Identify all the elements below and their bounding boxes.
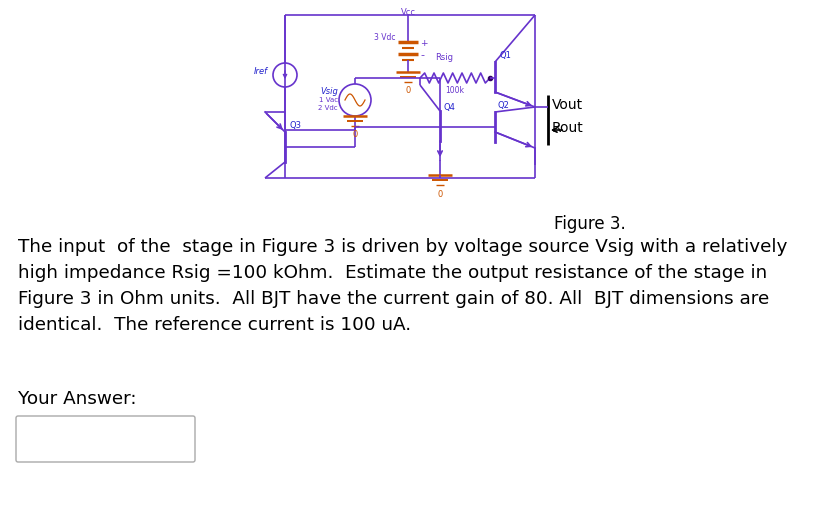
Text: -: - bbox=[420, 50, 424, 60]
Text: 0: 0 bbox=[405, 86, 411, 95]
Text: Q4: Q4 bbox=[443, 103, 455, 112]
Text: 2 Vdc: 2 Vdc bbox=[319, 105, 338, 111]
Text: Vsig: Vsig bbox=[320, 87, 338, 97]
Text: Iref: Iref bbox=[254, 68, 268, 77]
Text: Figure 3.: Figure 3. bbox=[554, 215, 626, 233]
FancyBboxPatch shape bbox=[16, 416, 195, 462]
Text: The input  of the  stage in Figure 3 is driven by voltage source Vsig with a rel: The input of the stage in Figure 3 is dr… bbox=[18, 238, 787, 256]
Text: high impedance Rsig =100 kOhm.  Estimate the output resistance of the stage in: high impedance Rsig =100 kOhm. Estimate … bbox=[18, 264, 767, 282]
Text: Vout: Vout bbox=[552, 98, 583, 112]
Text: 3 Vdc: 3 Vdc bbox=[373, 34, 395, 43]
Text: Figure 3 in Ohm units.  All BJT have the current gain of 80. All  BJT dimensions: Figure 3 in Ohm units. All BJT have the … bbox=[18, 290, 769, 308]
Text: Vcc: Vcc bbox=[400, 8, 416, 17]
Text: Q2: Q2 bbox=[498, 101, 510, 110]
Text: Q3: Q3 bbox=[290, 121, 302, 130]
Text: Your Answer:: Your Answer: bbox=[18, 390, 136, 408]
Text: 1 Vac: 1 Vac bbox=[319, 97, 338, 103]
Text: 0: 0 bbox=[352, 130, 358, 139]
Text: 100k: 100k bbox=[446, 86, 465, 95]
Text: 0: 0 bbox=[438, 190, 443, 199]
Text: +: + bbox=[420, 39, 428, 48]
Text: Rsig: Rsig bbox=[435, 53, 453, 62]
Text: Rout: Rout bbox=[552, 121, 584, 135]
Text: identical.  The reference current is 100 uA.: identical. The reference current is 100 … bbox=[18, 316, 411, 334]
Text: Q1: Q1 bbox=[500, 51, 512, 60]
